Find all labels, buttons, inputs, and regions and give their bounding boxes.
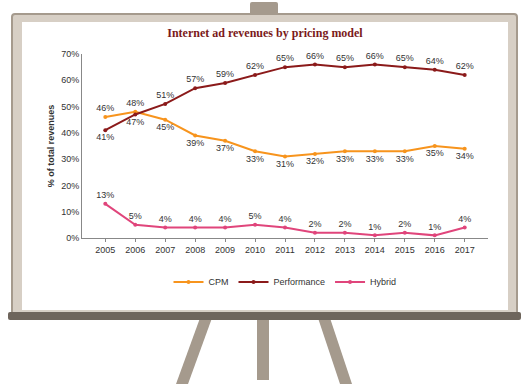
svg-text:30%: 30% xyxy=(61,154,79,164)
svg-text:33%: 33% xyxy=(366,154,384,164)
svg-text:45%: 45% xyxy=(156,122,174,132)
svg-text:40%: 40% xyxy=(61,128,79,138)
svg-text:4%: 4% xyxy=(458,214,471,224)
svg-text:2%: 2% xyxy=(398,219,411,229)
svg-text:37%: 37% xyxy=(216,143,234,153)
svg-text:66%: 66% xyxy=(306,51,324,61)
svg-text:2010: 2010 xyxy=(245,245,265,255)
svg-text:2016: 2016 xyxy=(425,245,445,255)
svg-text:50%: 50% xyxy=(61,102,79,112)
svg-text:33%: 33% xyxy=(396,154,414,164)
svg-text:10%: 10% xyxy=(61,207,79,217)
svg-text:39%: 39% xyxy=(186,138,204,148)
svg-text:2008: 2008 xyxy=(185,245,205,255)
svg-text:34%: 34% xyxy=(456,151,474,161)
svg-text:Hybrid: Hybrid xyxy=(370,277,396,287)
svg-text:4%: 4% xyxy=(278,214,291,224)
svg-text:1%: 1% xyxy=(428,222,441,232)
svg-text:33%: 33% xyxy=(336,154,354,164)
svg-text:4%: 4% xyxy=(189,214,202,224)
svg-text:64%: 64% xyxy=(426,56,444,66)
svg-text:32%: 32% xyxy=(306,156,324,166)
svg-text:2012: 2012 xyxy=(305,245,325,255)
svg-text:2015: 2015 xyxy=(395,245,415,255)
svg-text:35%: 35% xyxy=(426,148,444,158)
svg-text:% of total revenues: % of total revenues xyxy=(46,105,56,188)
svg-text:65%: 65% xyxy=(396,53,414,63)
svg-text:2014: 2014 xyxy=(365,245,385,255)
svg-text:2013: 2013 xyxy=(335,245,355,255)
svg-text:0%: 0% xyxy=(66,233,79,243)
svg-text:2009: 2009 xyxy=(215,245,235,255)
svg-text:65%: 65% xyxy=(276,53,294,63)
svg-text:51%: 51% xyxy=(156,90,174,100)
svg-text:2005: 2005 xyxy=(95,245,115,255)
svg-text:Performance: Performance xyxy=(274,277,326,287)
svg-text:4%: 4% xyxy=(159,214,172,224)
svg-text:CPM: CPM xyxy=(209,277,229,287)
svg-text:1%: 1% xyxy=(368,222,381,232)
svg-text:41%: 41% xyxy=(96,132,114,142)
svg-text:62%: 62% xyxy=(456,61,474,71)
svg-text:4%: 4% xyxy=(219,214,232,224)
svg-text:66%: 66% xyxy=(366,51,384,61)
svg-text:62%: 62% xyxy=(246,61,264,71)
svg-text:20%: 20% xyxy=(61,181,79,191)
svg-text:2%: 2% xyxy=(308,219,321,229)
svg-text:59%: 59% xyxy=(216,69,234,79)
svg-text:Internet ad revenues by pricin: Internet ad revenues by pricing model xyxy=(167,26,363,40)
svg-text:47%: 47% xyxy=(126,117,144,127)
svg-text:33%: 33% xyxy=(246,154,264,164)
svg-text:57%: 57% xyxy=(186,74,204,84)
svg-text:70%: 70% xyxy=(61,49,79,59)
svg-text:5%: 5% xyxy=(249,211,262,221)
svg-text:46%: 46% xyxy=(96,103,114,113)
svg-text:5%: 5% xyxy=(129,211,142,221)
svg-text:2017: 2017 xyxy=(455,245,475,255)
svg-text:2011: 2011 xyxy=(275,245,294,255)
svg-text:65%: 65% xyxy=(336,53,354,63)
svg-text:48%: 48% xyxy=(126,98,144,108)
svg-text:31%: 31% xyxy=(276,159,294,169)
svg-text:13%: 13% xyxy=(96,190,114,200)
svg-text:60%: 60% xyxy=(61,75,79,85)
svg-text:2%: 2% xyxy=(338,219,351,229)
svg-text:2007: 2007 xyxy=(155,245,175,255)
svg-text:2006: 2006 xyxy=(125,245,145,255)
